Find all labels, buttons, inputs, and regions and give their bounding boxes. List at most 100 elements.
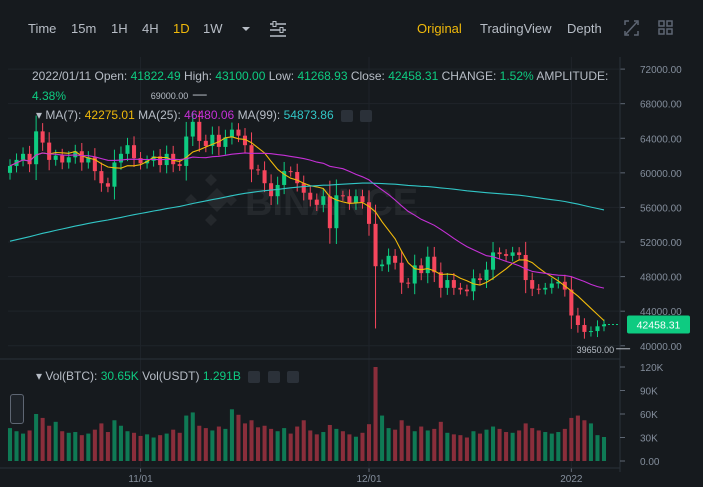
volume-bar — [419, 426, 424, 461]
candle-body — [497, 252, 502, 255]
candle-body — [477, 278, 483, 281]
volume-bar — [301, 420, 306, 461]
interval-1h[interactable]: 1H — [111, 21, 128, 36]
candle-body — [321, 196, 326, 205]
volume-bar — [543, 432, 548, 461]
volume-bar — [145, 434, 150, 461]
volume-bar — [164, 433, 169, 461]
ma99-value: 54873.86 — [283, 108, 334, 122]
volume-bar — [380, 415, 385, 461]
vol-close-icon[interactable] — [286, 370, 299, 383]
volume-bar — [314, 434, 319, 461]
candle-body — [236, 129, 241, 136]
view-tradingview[interactable]: TradingView — [480, 21, 552, 36]
volume-bar — [86, 433, 91, 461]
price-tick-label: 56000.00 — [640, 203, 682, 214]
ohlc-low-label: Low: — [268, 69, 295, 83]
axes: 72000.00 68000.00 64000.00 60000.00 56000.00… — [0, 57, 682, 485]
ohlc-open-label: Open: — [94, 69, 128, 83]
volume-bar — [471, 431, 476, 461]
candle-body — [366, 202, 372, 224]
volume-bar — [229, 409, 234, 461]
volume-bar — [438, 421, 443, 461]
grid-layout-icon[interactable] — [658, 20, 673, 35]
price-tick-label: 40000.00 — [640, 342, 682, 353]
volume-bar — [366, 424, 372, 461]
volume-bar — [105, 432, 110, 461]
volume-bar — [562, 428, 567, 461]
candle-body — [432, 256, 437, 273]
candle-body — [334, 195, 339, 229]
interval-4h[interactable]: 4H — [142, 21, 159, 36]
candle-body — [262, 170, 267, 184]
chart-toolbar: Time 15m 1H 4H 1D 1W Original TradingVie… — [0, 0, 703, 57]
volume-bar — [138, 435, 143, 461]
candle-body — [275, 184, 280, 197]
candle-body — [92, 157, 97, 172]
candle-body — [223, 137, 228, 147]
volume-bar — [549, 433, 554, 461]
current-price-badge — [627, 315, 690, 334]
candle-body — [588, 331, 593, 333]
volume-bar — [321, 432, 326, 461]
view-original[interactable]: Original — [417, 21, 462, 36]
candle-body — [112, 162, 117, 187]
volume-bar — [112, 420, 117, 461]
candle-body — [242, 135, 248, 146]
volume-bar — [79, 435, 84, 461]
interval-time[interactable]: Time — [28, 21, 57, 36]
ma-close-icon[interactable] — [360, 109, 373, 122]
volume-bar — [269, 428, 274, 461]
vol-visibility-icon[interactable] — [267, 370, 280, 383]
volume-bar — [7, 428, 13, 461]
ma7-label: MA(7): — [45, 108, 82, 122]
volume-bar — [73, 432, 78, 461]
volume-bar — [595, 435, 600, 461]
candle-body — [327, 196, 332, 229]
panel-expand-handle[interactable] — [10, 394, 24, 424]
volume-bar — [177, 432, 182, 461]
fullscreen-icon[interactable] — [624, 20, 639, 36]
candle-body — [105, 183, 110, 187]
ma7-value: 42275.01 — [84, 108, 135, 122]
interval-1w[interactable]: 1W — [203, 21, 223, 36]
vol-settings-icon[interactable] — [248, 370, 261, 383]
ma25-value: 46480.06 — [184, 108, 235, 122]
ohlc-open: 41822.49 — [130, 69, 181, 83]
vol-collapse-icon[interactable]: ▾ — [36, 369, 43, 383]
chevron-down-icon[interactable] — [242, 27, 250, 31]
candle-body — [491, 252, 496, 270]
candle-body — [301, 183, 306, 193]
time-tick-label: 12/01 — [356, 474, 381, 485]
volume-bar — [373, 367, 378, 461]
candle-body — [412, 265, 417, 284]
candle-body — [73, 151, 78, 158]
ma-collapse-icon[interactable]: ▾ — [36, 108, 43, 122]
volume-bar — [66, 432, 71, 461]
view-depth[interactable]: Depth — [567, 21, 602, 36]
indicator-settings-icon[interactable] — [270, 21, 286, 37]
volume-bar — [588, 423, 593, 461]
volume-bar — [184, 415, 189, 461]
candle-body — [458, 287, 463, 290]
candle-body — [399, 262, 404, 283]
candle-body — [582, 325, 587, 332]
volume-bar — [334, 428, 339, 461]
interval-1d[interactable]: 1D — [173, 21, 190, 36]
vol-btc-value: 30.65K — [100, 369, 139, 383]
candle-body — [393, 255, 398, 263]
ma-legend: ▾ MA(7): 42275.01 MA(25): 46480.06 MA(99… — [36, 108, 373, 122]
moving-averages — [9, 136, 605, 322]
volume-bar — [477, 433, 483, 461]
volume-bar — [14, 431, 19, 461]
interval-15m[interactable]: 15m — [71, 21, 97, 36]
volume-bar — [406, 425, 411, 461]
volume-bar — [40, 417, 45, 461]
candles — [7, 110, 607, 339]
ohlc-high-label: High: — [183, 69, 212, 83]
price-tick-label: 52000.00 — [640, 238, 682, 249]
ma-settings-icon[interactable] — [341, 109, 353, 122]
vol-usdt-label: Vol(USDT) — [142, 369, 200, 383]
candle-body — [197, 121, 202, 141]
